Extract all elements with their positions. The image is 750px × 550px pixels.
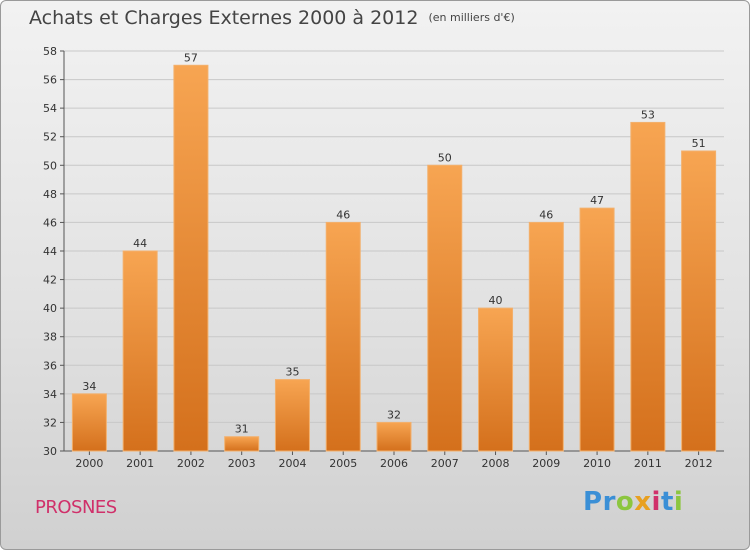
- bar: [173, 64, 209, 452]
- bar-value-label: 34: [82, 380, 96, 393]
- bar-value-label: 57: [184, 51, 198, 64]
- x-tick-label: 2011: [634, 457, 662, 470]
- bar: [224, 436, 260, 452]
- y-tick-label: 58: [43, 45, 57, 58]
- x-tick-label: 2003: [228, 457, 256, 470]
- bar: [427, 164, 463, 452]
- y-tick-label: 34: [43, 388, 57, 401]
- bar: [528, 221, 564, 452]
- bar-value-label: 35: [285, 366, 299, 379]
- logo-letter: x: [634, 487, 652, 517]
- y-tick-label: 36: [43, 359, 57, 372]
- logo-letter: o: [615, 487, 635, 517]
- bar-value-label: 46: [539, 208, 553, 221]
- commune-name: PROSNES: [35, 497, 117, 518]
- x-tick-label: 2000: [75, 457, 103, 470]
- logo-letter: P: [583, 487, 603, 517]
- chart-title-text: Achats et Charges Externes 2000 à 2012: [29, 7, 419, 29]
- y-tick-label: 52: [43, 131, 57, 144]
- bar: [478, 307, 514, 452]
- logo-letter: r: [602, 487, 616, 517]
- bar: [122, 250, 158, 452]
- x-tick-label: 2007: [431, 457, 459, 470]
- y-tick-label: 48: [43, 188, 57, 201]
- y-tick-label: 38: [43, 331, 57, 344]
- y-tick-label: 30: [43, 445, 57, 458]
- x-tick-label: 2002: [177, 457, 205, 470]
- bar-value-label: 46: [336, 208, 350, 221]
- bars: 34 44 57 31 35 46 32 50 40 46 47 53 51: [71, 51, 717, 452]
- x-tick-label: 2001: [126, 457, 154, 470]
- x-tick-label: 2004: [278, 457, 306, 470]
- x-tick-label: 2009: [532, 457, 560, 470]
- logo-letter: i: [673, 487, 684, 517]
- chart-title: Achats et Charges Externes 2000 à 2012 (e…: [29, 7, 515, 29]
- x-tick-label: 2006: [380, 457, 408, 470]
- x-tick-label: 2008: [482, 457, 510, 470]
- y-tick-label: 46: [43, 216, 57, 229]
- bar-value-label: 51: [692, 137, 706, 150]
- bar-value-label: 53: [641, 108, 655, 121]
- x-tick-label: 2005: [329, 457, 357, 470]
- bar: [376, 421, 412, 452]
- bar-value-label: 32: [387, 408, 401, 421]
- bar-value-label: 40: [489, 294, 503, 307]
- x-tick-label: 2010: [583, 457, 611, 470]
- bar: [681, 150, 717, 452]
- y-tick-label: 44: [43, 245, 57, 258]
- y-tick-label: 56: [43, 74, 57, 87]
- bar: [325, 221, 361, 452]
- y-tick-label: 32: [43, 416, 57, 429]
- bar-value-label: 31: [235, 423, 249, 436]
- bar: [579, 207, 615, 452]
- y-tick-label: 50: [43, 159, 57, 172]
- proxiti-logo[interactable]: Proxiti: [583, 487, 683, 517]
- bar: [630, 121, 666, 452]
- bar-value-label: 44: [133, 237, 147, 250]
- y-tick-label: 54: [43, 102, 57, 115]
- bar: [274, 379, 310, 452]
- bar-value-label: 50: [438, 151, 452, 164]
- logo-letter: i: [651, 487, 661, 517]
- chart-subtitle: (en milliers d'€): [428, 11, 515, 24]
- x-tick-label: 2012: [685, 457, 713, 470]
- logo-letter: t: [660, 487, 674, 517]
- grid-lines: [64, 50, 724, 452]
- y-tick-label: 42: [43, 274, 57, 287]
- bar: [71, 393, 107, 452]
- bar-value-label: 47: [590, 194, 604, 207]
- y-tick-label: 40: [43, 302, 57, 315]
